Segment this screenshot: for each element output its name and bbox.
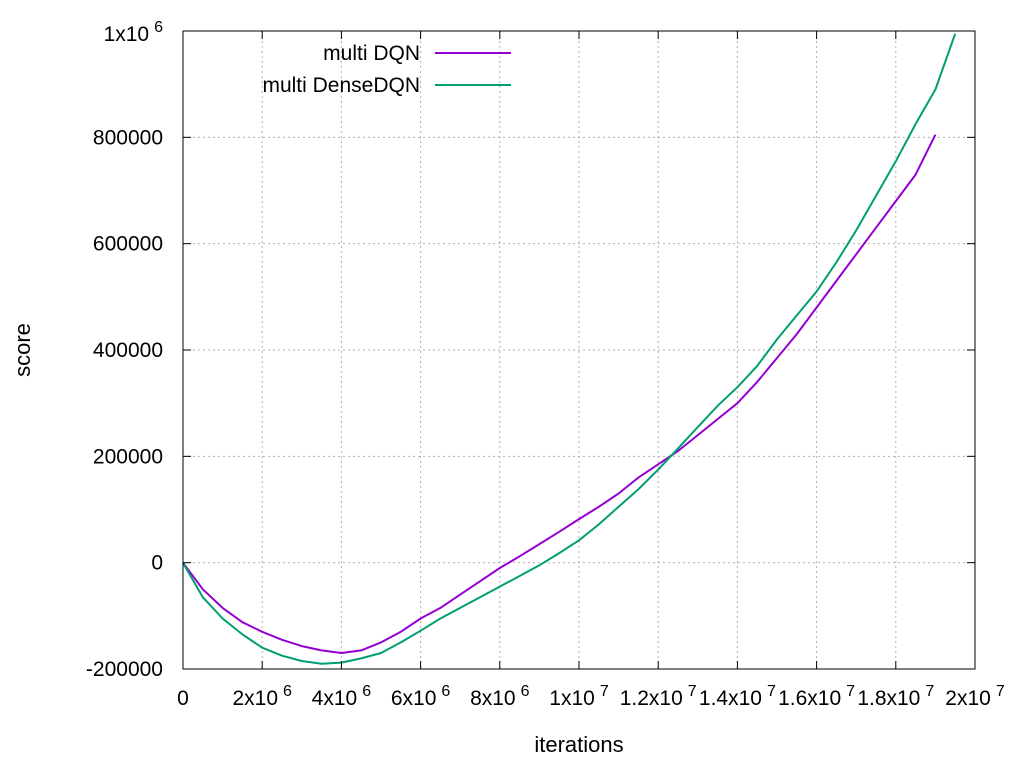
x-tick-label: 1.8x10 7	[857, 683, 934, 710]
x-axis-label: iterations	[534, 732, 623, 757]
y-tick-label: 1x10 6	[104, 19, 164, 46]
y-tick-label: 600000	[93, 233, 163, 256]
x-tick-label: 0	[177, 687, 189, 710]
x-tick-label: 8x10 6	[470, 683, 530, 710]
x-tick-label: 1.6x10 7	[778, 683, 855, 710]
y-tick-label: -200000	[86, 658, 163, 681]
series-line-multi-dqn	[182, 134, 937, 654]
x-tick-label: 1x10 7	[549, 683, 609, 710]
y-tick-label: 0	[151, 552, 163, 575]
y-tick-label: 200000	[93, 445, 163, 468]
legend-label: multi DQN	[323, 42, 420, 65]
grid	[183, 31, 975, 669]
x-tick-label: 2x10 6	[232, 683, 292, 710]
x-tick-label: 1.2x10 7	[620, 683, 697, 710]
axis-ticks	[182, 30, 976, 670]
y-tick-label: 400000	[93, 339, 163, 362]
y-axis-label: score	[10, 323, 35, 377]
y-tick-label: 800000	[93, 126, 163, 149]
y-tick-labels: -200000 0 200000 400000 600000 800000 1x10 6	[86, 19, 163, 681]
x-tick-label: 2x10 7	[945, 683, 1005, 710]
x-tick-label: 4x10 6	[312, 683, 372, 710]
x-tick-label: 1.4x10 7	[699, 683, 776, 710]
legend: multi DQN multi DenseDQN	[262, 42, 511, 97]
series-line-multi-densedqn	[182, 33, 957, 665]
x-tick-label: 6x10 6	[391, 683, 451, 710]
legend-label: multi DenseDQN	[262, 74, 420, 97]
series-lines	[182, 33, 957, 665]
x-tick-labels: 0 2x10 6 4x10 6 6x10 6 8x10 6 1x10 7 1.2x10 7 1.4x10 7…	[177, 683, 1005, 710]
